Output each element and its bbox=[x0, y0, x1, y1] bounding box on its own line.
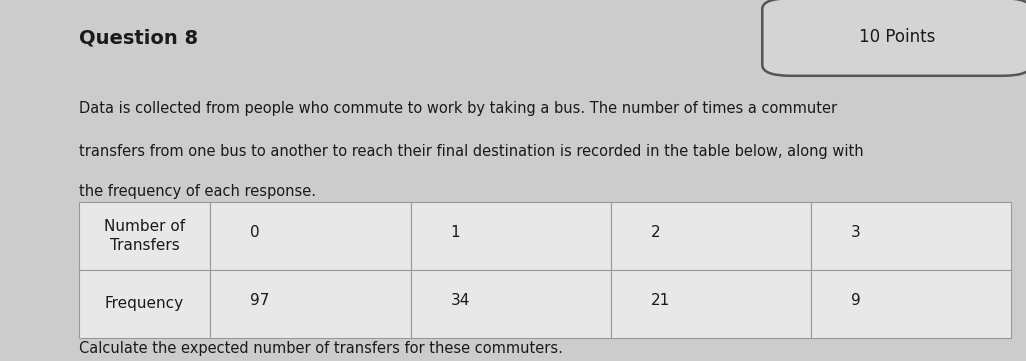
Text: Calculate the expected number of transfers for these commuters.: Calculate the expected number of transfe… bbox=[79, 341, 562, 356]
Bar bbox=[210, 270, 410, 338]
Text: Question 8: Question 8 bbox=[79, 29, 198, 48]
Text: 3: 3 bbox=[852, 225, 861, 240]
Bar bbox=[79, 202, 210, 270]
Text: transfers from one bus to another to reach their final destination is recorded i: transfers from one bus to another to rea… bbox=[79, 144, 863, 160]
Text: 21: 21 bbox=[650, 293, 670, 308]
Text: the frequency of each response.: the frequency of each response. bbox=[79, 184, 316, 199]
Text: 9: 9 bbox=[852, 293, 861, 308]
Bar bbox=[610, 270, 812, 338]
Text: Number of
Transfers: Number of Transfers bbox=[104, 219, 185, 253]
Bar bbox=[812, 270, 1012, 338]
Text: Frequency: Frequency bbox=[105, 296, 184, 311]
Text: 0: 0 bbox=[250, 225, 260, 240]
Bar bbox=[210, 202, 410, 270]
Bar bbox=[79, 270, 210, 338]
Text: 34: 34 bbox=[450, 293, 470, 308]
FancyBboxPatch shape bbox=[762, 0, 1026, 76]
Text: 2: 2 bbox=[650, 225, 661, 240]
Text: Data is collected from people who commute to work by taking a bus. The number of: Data is collected from people who commut… bbox=[79, 101, 836, 116]
Text: 97: 97 bbox=[250, 293, 270, 308]
Bar bbox=[812, 202, 1012, 270]
Text: 1: 1 bbox=[450, 225, 461, 240]
Bar bbox=[610, 202, 812, 270]
Text: 10 Points: 10 Points bbox=[859, 28, 936, 46]
Bar bbox=[410, 202, 610, 270]
Bar bbox=[410, 270, 610, 338]
